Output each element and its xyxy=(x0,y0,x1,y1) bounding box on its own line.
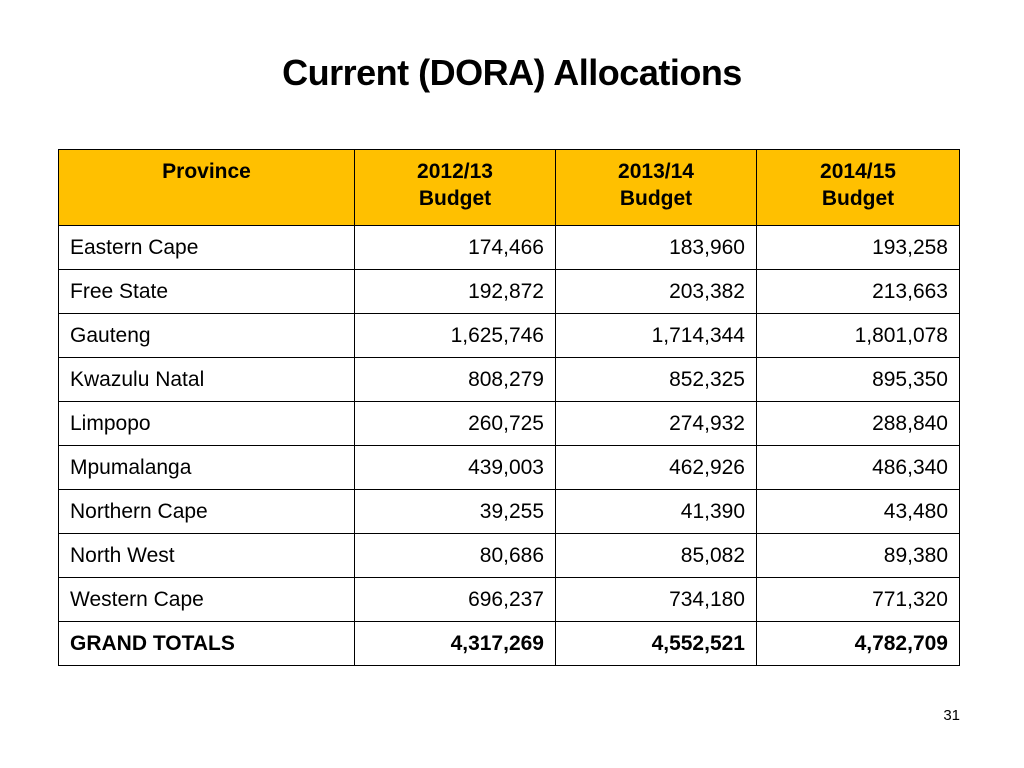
cell-budget-2014-15: 89,380 xyxy=(756,533,960,578)
grand-total-2012-13: 4,317,269 xyxy=(354,621,556,666)
cell-province: Eastern Cape xyxy=(58,225,355,270)
column-header-2012-13: 2012/13 Budget xyxy=(354,149,556,226)
cell-budget-2013-14: 41,390 xyxy=(555,489,757,534)
table-row: North West 80,686 85,082 89,380 xyxy=(58,533,960,578)
cell-budget-2012-13: 174,466 xyxy=(354,225,556,270)
cell-budget-2012-13: 696,237 xyxy=(354,577,556,622)
grand-totals-label: GRAND TOTALS xyxy=(58,621,355,666)
cell-budget-2012-13: 192,872 xyxy=(354,269,556,314)
cell-budget-2013-14: 734,180 xyxy=(555,577,757,622)
cell-budget-2013-14: 462,926 xyxy=(555,445,757,490)
page-title: Current (DORA) Allocations xyxy=(282,52,742,93)
cell-budget-2012-13: 80,686 xyxy=(354,533,556,578)
cell-budget-2013-14: 852,325 xyxy=(555,357,757,402)
page-number: 31 xyxy=(943,707,960,724)
cell-budget-2013-14: 274,932 xyxy=(555,401,757,446)
cell-budget-2014-15: 486,340 xyxy=(756,445,960,490)
grand-total-2014-15: 4,782,709 xyxy=(756,621,960,666)
table-row: Eastern Cape 174,466 183,960 193,258 xyxy=(58,225,960,270)
column-header-2013-14: 2013/14 Budget xyxy=(555,149,757,226)
cell-budget-2013-14: 1,714,344 xyxy=(555,313,757,358)
cell-budget-2013-14: 203,382 xyxy=(555,269,757,314)
cell-budget-2014-15: 193,258 xyxy=(756,225,960,270)
cell-budget-2014-15: 43,480 xyxy=(756,489,960,534)
table-row: Western Cape 696,237 734,180 771,320 xyxy=(58,577,960,622)
cell-budget-2013-14: 183,960 xyxy=(555,225,757,270)
cell-province: Free State xyxy=(58,269,355,314)
cell-province: Western Cape xyxy=(58,577,355,622)
cell-budget-2014-15: 895,350 xyxy=(756,357,960,402)
column-header-line: Province xyxy=(162,160,251,183)
cell-budget-2013-14: 85,082 xyxy=(555,533,757,578)
cell-province: Mpumalanga xyxy=(58,445,355,490)
column-header-province: Province xyxy=(58,149,355,226)
cell-province: Gauteng xyxy=(58,313,355,358)
table-row: Gauteng 1,625,746 1,714,344 1,801,078 xyxy=(58,313,960,358)
grand-total-2013-14: 4,552,521 xyxy=(555,621,757,666)
column-header-line: Budget xyxy=(821,187,895,210)
column-header-2014-15: 2014/15 Budget xyxy=(756,149,960,226)
cell-budget-2014-15: 771,320 xyxy=(756,577,960,622)
cell-budget-2014-15: 213,663 xyxy=(756,269,960,314)
table-row: Northern Cape 39,255 41,390 43,480 xyxy=(58,489,960,534)
table-header-row: Province 2012/13 Budget 2013/14 Budget 2… xyxy=(58,149,960,226)
cell-province: North West xyxy=(58,533,355,578)
cell-budget-2012-13: 260,725 xyxy=(354,401,556,446)
cell-province: Limpopo xyxy=(58,401,355,446)
table-row: Mpumalanga 439,003 462,926 486,340 xyxy=(58,445,960,490)
cell-budget-2014-15: 1,801,078 xyxy=(756,313,960,358)
column-header-line: 2013/14 xyxy=(618,160,694,183)
cell-budget-2012-13: 39,255 xyxy=(354,489,556,534)
column-header-line: 2012/13 xyxy=(417,160,493,183)
table-row: Kwazulu Natal 808,279 852,325 895,350 xyxy=(58,357,960,402)
column-header-line: Budget xyxy=(418,187,492,210)
allocations-table: Province 2012/13 Budget 2013/14 Budget 2… xyxy=(58,149,960,666)
table-row: Limpopo 260,725 274,932 288,840 xyxy=(58,401,960,446)
cell-province: Kwazulu Natal xyxy=(58,357,355,402)
cell-budget-2014-15: 288,840 xyxy=(756,401,960,446)
grand-totals-row: GRAND TOTALS 4,317,269 4,552,521 4,782,709 xyxy=(58,621,960,666)
table-row: Free State 192,872 203,382 213,663 xyxy=(58,269,960,314)
cell-budget-2012-13: 808,279 xyxy=(354,357,556,402)
cell-province: Northern Cape xyxy=(58,489,355,534)
column-header-line: Budget xyxy=(619,187,693,210)
cell-budget-2012-13: 1,625,746 xyxy=(354,313,556,358)
table-body: Eastern Cape 174,466 183,960 193,258 Free St… xyxy=(58,225,960,666)
cell-budget-2012-13: 439,003 xyxy=(354,445,556,490)
column-header-line: 2014/15 xyxy=(820,160,896,183)
